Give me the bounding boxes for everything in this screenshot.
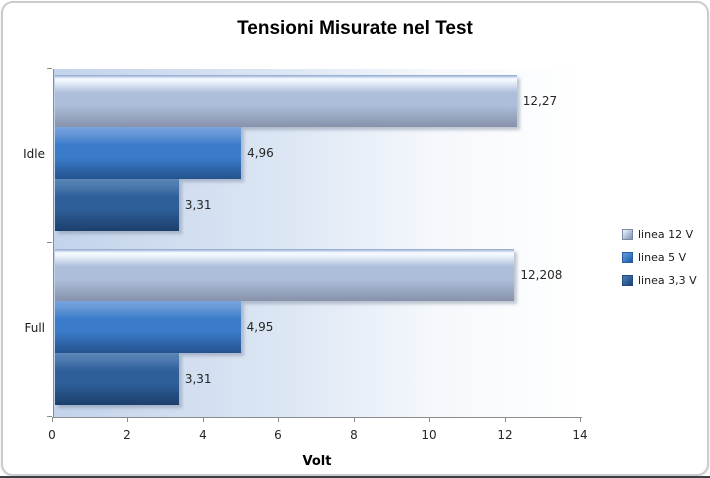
x-axis-tick-label: 6 (274, 428, 282, 442)
x-axis-tick (505, 417, 506, 422)
legend-marker-icon (622, 229, 633, 240)
x-axis-tick-label: 12 (497, 428, 513, 442)
x-axis-tick (580, 417, 581, 422)
chart-title: Tensioni Misurate nel Test (237, 18, 473, 39)
legend-label: linea 3,3 V (638, 274, 697, 287)
bar-value-label: 3,31 (184, 372, 212, 386)
legend-label: linea 12 V (638, 228, 694, 241)
x-axis-tick (203, 417, 204, 422)
plot-area (53, 69, 582, 418)
x-axis-tick-label: 10 (421, 428, 437, 442)
bar-value-label: 4,95 (246, 320, 274, 334)
x-axis-tick-label: 14 (572, 428, 588, 442)
x-axis-tick (354, 417, 355, 422)
x-axis-tick (278, 417, 279, 422)
x-axis-tick-label: 8 (350, 428, 358, 442)
y-axis-tick (47, 68, 52, 69)
x-axis-tick (429, 417, 430, 422)
category-label: Idle (23, 147, 45, 161)
x-axis-title: Volt (302, 454, 332, 469)
bar-value-label: 4,96 (247, 146, 274, 160)
bar-full-2 (55, 301, 241, 353)
legend-item: linea 3,3 V (622, 274, 697, 287)
legend-label: linea 5 V (638, 251, 687, 264)
category-label: Full (24, 321, 45, 335)
legend-item: linea 12 V (622, 228, 697, 241)
bar-value-label: 12,208 (520, 268, 563, 282)
bar-full-1 (55, 249, 514, 301)
bar-full-3 (55, 353, 179, 405)
x-axis-tick-label: 4 (199, 428, 207, 442)
bar-idle-2 (55, 127, 241, 179)
y-axis-tick (47, 242, 52, 243)
x-axis-tick-label: 0 (48, 428, 56, 442)
bar-value-label: 3,31 (184, 198, 212, 212)
x-axis-tick (127, 417, 128, 422)
page-bottom-edge (0, 476, 710, 478)
bar-idle-1 (55, 75, 517, 127)
legend-marker-icon (622, 252, 633, 263)
legend-marker-icon (622, 275, 633, 286)
legend-item: linea 5 V (622, 251, 697, 264)
x-axis-tick-label: 2 (123, 428, 131, 442)
x-axis-tick (52, 417, 53, 422)
bar-idle-3 (55, 179, 179, 231)
y-axis-tick (47, 416, 52, 417)
bar-value-label: 12,27 (522, 94, 558, 108)
legend: linea 12 V linea 5 V linea 3,3 V (622, 228, 697, 297)
